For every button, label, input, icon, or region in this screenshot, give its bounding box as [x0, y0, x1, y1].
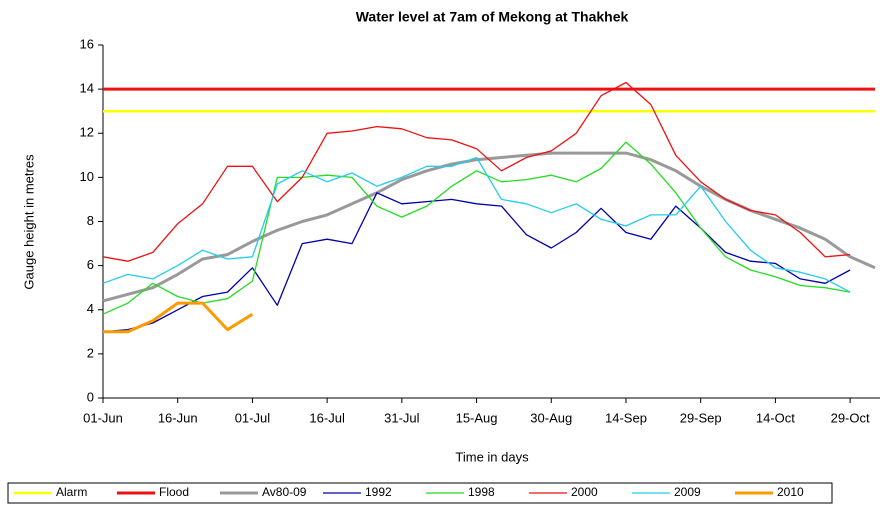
y-axis-title: Gauge height in metres	[21, 154, 36, 290]
legend-label: 1992	[365, 485, 392, 499]
series-line	[102, 141, 851, 315]
x-tick-label: 14-Sep	[605, 410, 647, 425]
series-line	[102, 192, 851, 333]
y-tick-label: 12	[80, 125, 94, 140]
series-line	[102, 81, 851, 262]
x-tick-label: 01-Jun	[83, 410, 123, 425]
series-line	[102, 151, 876, 303]
legend-label: 2009	[674, 485, 701, 499]
x-tick-label: 29-Sep	[680, 410, 722, 425]
x-tick-label: 15-Aug	[456, 410, 498, 425]
y-tick-label: 4	[87, 301, 94, 316]
y-tick-label: 0	[87, 389, 94, 404]
y-tick-label: 14	[80, 81, 94, 96]
y-tick-label: 10	[80, 169, 94, 184]
x-tick-label: 30-Aug	[530, 410, 572, 425]
y-tick-label: 6	[87, 257, 94, 272]
y-tick-label: 2	[87, 345, 94, 360]
x-tick-label: 29-Oct	[831, 410, 870, 425]
legend-label: 2010	[777, 485, 804, 499]
chart-title: Water level at 7am of Mekong at Thakhek	[356, 9, 629, 25]
legend-box	[7, 482, 833, 504]
y-tick-label: 8	[87, 213, 94, 228]
x-tick-label: 31-Jul	[384, 410, 420, 425]
legend-label: 1998	[468, 485, 495, 499]
x-axis-title: Time in days	[455, 449, 529, 464]
legend-label: Flood	[159, 485, 189, 499]
x-tick-label: 14-Oct	[756, 410, 795, 425]
series-line	[103, 301, 254, 334]
y-tick-label: 16	[80, 36, 94, 51]
legend-label: Av80-09	[262, 485, 307, 499]
x-tick-label: 01-Jul	[235, 410, 271, 425]
legend-label: Alarm	[56, 485, 87, 499]
legend-label: 2000	[571, 485, 598, 499]
series-line	[102, 156, 851, 293]
x-tick-label: 16-Jul	[309, 410, 345, 425]
x-tick-label: 16-Jun	[158, 410, 198, 425]
